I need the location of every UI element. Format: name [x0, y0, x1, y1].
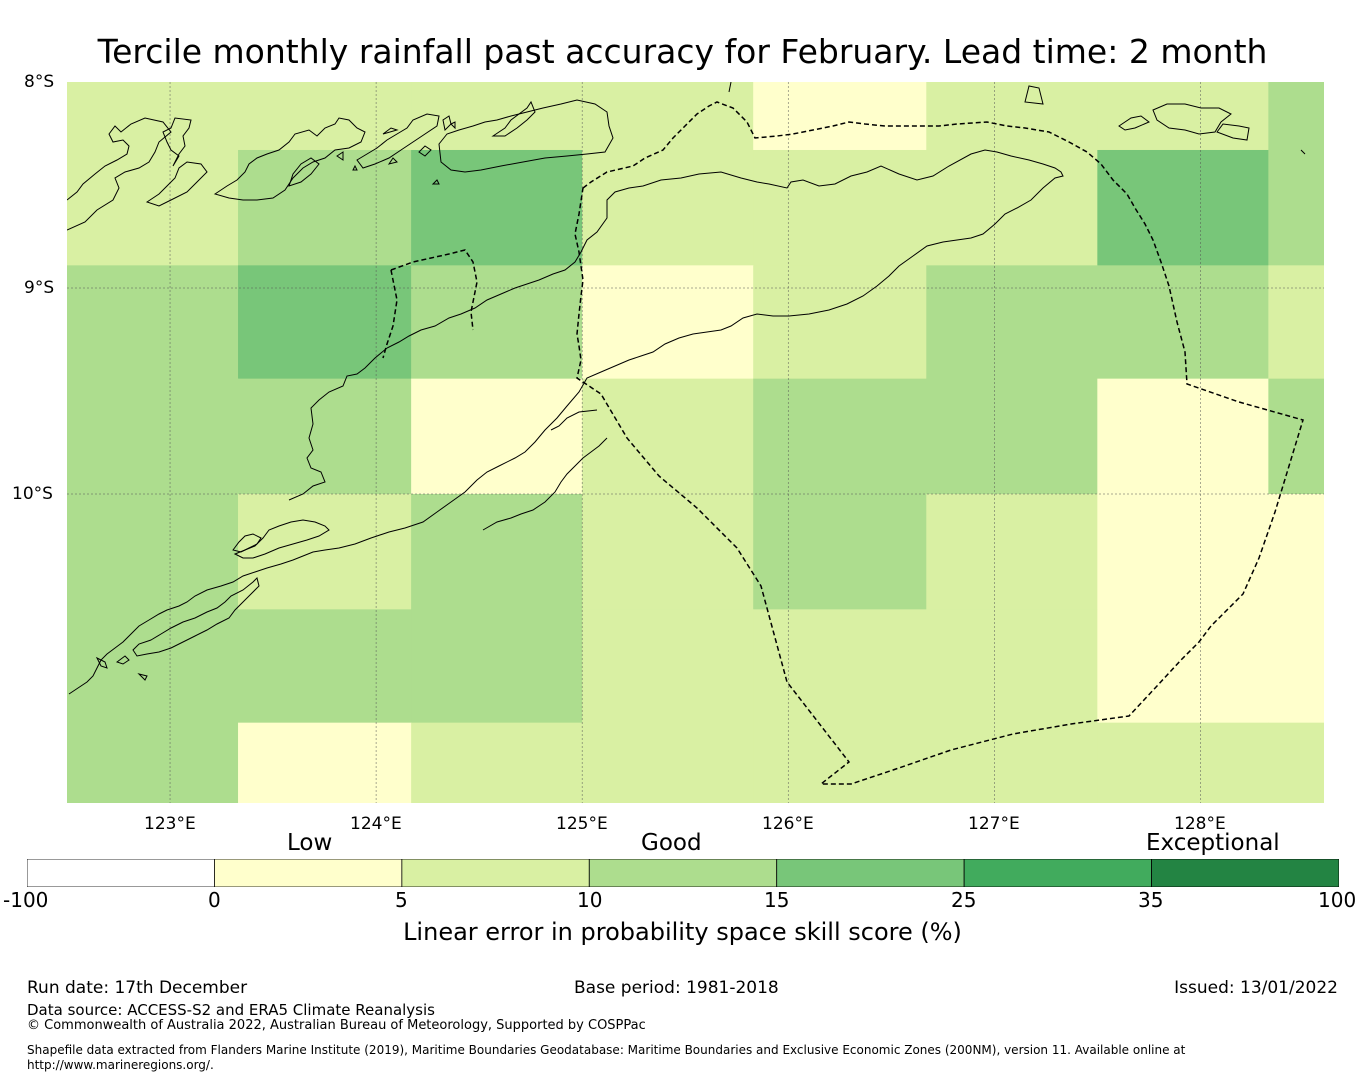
grid-cell — [411, 494, 583, 610]
grid-cell — [238, 82, 412, 151]
grid-cell — [753, 149, 927, 266]
grid-cell — [926, 265, 1098, 380]
issued-date: Issued: 13/01/2022 — [1174, 978, 1338, 998]
grid-cell — [926, 609, 1098, 724]
grid-cell — [1097, 265, 1269, 380]
skill-grid-cells — [67, 82, 1324, 803]
grid-cell — [411, 149, 583, 266]
grid-cell — [753, 609, 927, 724]
lon-label-123e: 123°E — [144, 814, 196, 834]
tick-label: 100 — [1318, 888, 1357, 912]
colorbar-segment — [214, 859, 403, 887]
grid-cell — [1097, 494, 1269, 610]
tick-label: 10 — [577, 888, 603, 912]
coastline — [67, 82, 1306, 695]
grid-cell — [753, 265, 927, 380]
grid-cell — [926, 82, 1098, 151]
grid-cell — [582, 722, 754, 803]
grid-cell — [582, 609, 754, 724]
grid-cell — [582, 82, 754, 151]
grid-cell — [238, 378, 412, 495]
grid-cell — [753, 82, 927, 151]
copyright: © Commonwealth of Australia 2022, Austra… — [27, 1018, 646, 1033]
grid-cell — [582, 149, 754, 266]
tick-label: 15 — [764, 888, 790, 912]
grid-cell — [67, 722, 239, 803]
grid-cell — [1268, 149, 1324, 266]
grid-cell — [1097, 609, 1269, 724]
grid-cell — [67, 82, 239, 151]
grid-cell — [1268, 82, 1324, 151]
grid-cell — [238, 609, 412, 724]
grid-cell — [1097, 149, 1269, 266]
colorbar-segment — [963, 859, 1152, 887]
grid-cell — [1268, 265, 1324, 380]
grid-cell — [753, 378, 927, 495]
data-source: Data source: ACCESS-S2 and ERA5 Climate … — [27, 1001, 435, 1019]
tick-label: 35 — [1138, 888, 1164, 912]
category-low: Low — [287, 830, 333, 856]
lat-label-9s: 9°S — [24, 278, 55, 298]
tick-label: -100 — [3, 888, 49, 912]
grid-cell — [1097, 722, 1269, 803]
grid-cell — [926, 149, 1098, 266]
grid-cell — [1268, 494, 1324, 610]
colorbar — [27, 859, 1339, 887]
colorbar-segment — [401, 859, 590, 887]
grid-cell — [411, 609, 583, 724]
grid-cell — [238, 494, 412, 610]
grid-cell — [582, 494, 754, 610]
grid-cell — [1097, 82, 1269, 151]
grid-cell — [753, 494, 927, 610]
category-good: Good — [641, 830, 702, 856]
tick-label: 25 — [951, 888, 977, 912]
graticule — [67, 82, 1324, 803]
colorbar-label: Linear error in probability space skill … — [403, 918, 962, 946]
grid-cell — [1268, 609, 1324, 724]
grid-cell — [926, 722, 1098, 803]
grid-cell — [411, 265, 583, 380]
base-period: Base period: 1981-2018 — [574, 978, 779, 998]
shapefile-credit: Shapefile data extracted from Flanders M… — [27, 1043, 1186, 1057]
grid-cell — [926, 494, 1098, 610]
grid-cell — [1268, 378, 1324, 495]
grid-cell — [411, 82, 583, 151]
grid-cell — [238, 265, 412, 380]
grid-cell — [238, 722, 412, 803]
category-exceptional: Exceptional — [1146, 830, 1280, 856]
colorbar-segment — [27, 859, 215, 887]
grid-cell — [67, 494, 239, 610]
grid-cell — [1268, 722, 1324, 803]
lon-label-127e: 127°E — [968, 814, 1020, 834]
grid-cell — [411, 722, 583, 803]
colorbar-segment — [1151, 859, 1339, 887]
lon-label-128e: 128°E — [1174, 814, 1226, 834]
tick-label: 0 — [208, 888, 221, 912]
grid-cell — [1097, 378, 1269, 495]
lat-label-10s: 10°S — [12, 484, 53, 504]
grid-cell — [67, 378, 239, 495]
lon-label-125e: 125°E — [556, 814, 608, 834]
run-date: Run date: 17th December — [27, 978, 248, 998]
grid-cell — [926, 378, 1098, 495]
colorbar-segment — [776, 859, 965, 887]
colorbar-segment — [588, 859, 778, 887]
lon-label-126e: 126°E — [762, 814, 814, 834]
maritime-boundary — [382, 101, 1304, 785]
grid-cell — [67, 265, 239, 380]
grid-cell — [238, 149, 412, 266]
tick-label: 5 — [395, 888, 408, 912]
shapefile-url: http://www.marineregions.org/. — [27, 1058, 214, 1072]
map-title: Tercile monthly rainfall past accuracy f… — [97, 32, 1268, 71]
lon-label-124e: 124°E — [350, 814, 402, 834]
rainfall-skill-map — [67, 82, 1324, 803]
grid-cell — [753, 722, 927, 803]
lat-label-8s: 8°S — [24, 72, 55, 92]
grid-cell — [411, 378, 583, 495]
grid-cell — [582, 378, 754, 495]
grid-cell — [582, 265, 754, 380]
grid-cell — [67, 149, 239, 266]
